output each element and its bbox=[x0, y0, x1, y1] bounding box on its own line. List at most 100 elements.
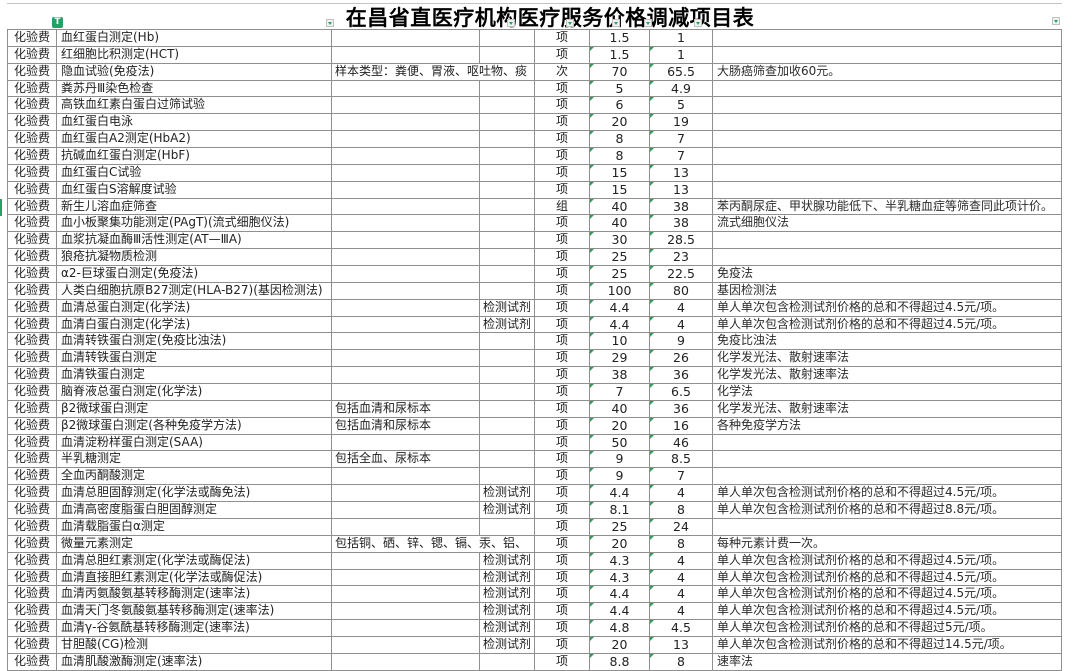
cell-item-name[interactable]: 血清淀粉样蛋白测定(SAA) bbox=[57, 434, 332, 451]
cell-remark[interactable]: 化学发光法、散射速率法 bbox=[713, 367, 1062, 384]
cell-old-price[interactable]: 40 bbox=[590, 215, 650, 232]
cell-reagent[interactable]: 检测试剂 bbox=[480, 620, 535, 636]
cell-remark[interactable] bbox=[713, 451, 1062, 468]
cell-old-price[interactable]: 40 bbox=[590, 198, 650, 215]
cell-old-price[interactable]: 8 bbox=[590, 131, 650, 148]
cell-remark[interactable] bbox=[713, 97, 1062, 114]
cell-unit[interactable]: 项 bbox=[535, 148, 590, 164]
cell-old-price[interactable]: 4.3 bbox=[590, 552, 650, 569]
cell-new-price[interactable]: 4 bbox=[650, 569, 713, 586]
cell-old-price[interactable]: 7 bbox=[590, 384, 650, 400]
cell-old-price[interactable]: 9 bbox=[590, 451, 650, 468]
cell-old-price[interactable]: 8 bbox=[590, 148, 650, 164]
cell-remark[interactable]: 单人单次包含检测试剂价格的总和不得超过8.8元/项。 bbox=[713, 502, 1062, 518]
cell-category[interactable]: 化验费 bbox=[7, 30, 57, 46]
cell-reagent[interactable]: 检测试剂 bbox=[480, 316, 535, 333]
cell-old-price[interactable]: 30 bbox=[590, 232, 650, 249]
cell-item-name[interactable]: 血清肌酸激酶测定(速率法) bbox=[57, 653, 332, 670]
cell-unit[interactable]: 项 bbox=[535, 417, 590, 434]
cell-new-price[interactable]: 13 bbox=[650, 636, 713, 653]
cell-old-price[interactable]: 1.5 bbox=[590, 30, 650, 46]
cell-reagent[interactable] bbox=[480, 266, 535, 282]
cell-unit[interactable]: 项 bbox=[535, 468, 590, 485]
cell-sample-note[interactable] bbox=[332, 164, 480, 181]
cell-item-name[interactable]: β2微球蛋白测定 bbox=[57, 400, 332, 417]
cell-category[interactable]: 化验费 bbox=[7, 400, 57, 417]
cell-old-price[interactable]: 20 bbox=[590, 417, 650, 434]
cell-unit[interactable]: 项 bbox=[535, 620, 590, 636]
cell-sample-note[interactable] bbox=[332, 266, 480, 282]
cell-new-price[interactable]: 9 bbox=[650, 333, 713, 350]
cell-item-name[interactable]: 血清转铁蛋白测定 bbox=[57, 350, 332, 367]
cell-item-name[interactable]: 血小板聚集功能测定(PAgT)(流式细胞仪法) bbox=[57, 215, 332, 232]
cell-item-name[interactable]: 抗碱血红蛋白测定(HbF) bbox=[57, 148, 332, 164]
cell-new-price[interactable]: 7 bbox=[650, 468, 713, 485]
cell-reagent[interactable] bbox=[480, 131, 535, 148]
cell-sample-note[interactable] bbox=[332, 198, 480, 215]
cell-remark[interactable]: 单人单次包含检测试剂价格的总和不得超过4.5元/项。 bbox=[713, 299, 1062, 316]
cell-sample-note[interactable] bbox=[332, 502, 480, 518]
cell-reagent[interactable] bbox=[480, 198, 535, 215]
cell-old-price[interactable]: 100 bbox=[590, 282, 650, 299]
cell-unit[interactable]: 项 bbox=[535, 282, 590, 299]
cell-sample-note[interactable]: 包括血清和尿标本 bbox=[332, 400, 480, 417]
cell-reagent[interactable]: 检测试剂 bbox=[480, 502, 535, 518]
cell-remark[interactable]: 免疫比浊法 bbox=[713, 333, 1062, 350]
cell-remark[interactable]: 单人单次包含检测试剂价格的总和不得超过4.5元/项。 bbox=[713, 316, 1062, 333]
cell-unit[interactable]: 项 bbox=[535, 46, 590, 63]
cell-reagent[interactable] bbox=[480, 114, 535, 131]
cell-category[interactable]: 化验费 bbox=[7, 97, 57, 114]
cell-sample-note[interactable]: 包括血清和尿标本 bbox=[332, 417, 480, 434]
cell-category[interactable]: 化验费 bbox=[7, 468, 57, 485]
cell-unit[interactable]: 项 bbox=[535, 164, 590, 181]
cell-remark[interactable]: 各种免疫学方法 bbox=[713, 417, 1062, 434]
cell-reagent[interactable] bbox=[480, 367, 535, 384]
cell-old-price[interactable]: 4.4 bbox=[590, 316, 650, 333]
cell-remark[interactable]: 速率法 bbox=[713, 653, 1062, 670]
cell-sample-note[interactable] bbox=[332, 299, 480, 316]
cell-category[interactable]: 化验费 bbox=[7, 586, 57, 603]
cell-unit[interactable]: 项 bbox=[535, 232, 590, 249]
cell-new-price[interactable]: 4 bbox=[650, 299, 713, 316]
cell-sample-note[interactable] bbox=[332, 569, 480, 586]
cell-old-price[interactable]: 1.5 bbox=[590, 46, 650, 63]
cell-reagent[interactable] bbox=[480, 232, 535, 249]
cell-item-name[interactable]: 血红蛋白S溶解度试验 bbox=[57, 181, 332, 198]
cell-old-price[interactable]: 9 bbox=[590, 468, 650, 485]
cell-remark[interactable] bbox=[713, 30, 1062, 46]
cell-item-name[interactable]: 血浆抗凝血酶Ⅲ活性测定(AT—ⅢA) bbox=[57, 232, 332, 249]
filter-dropdown-icon[interactable] bbox=[566, 19, 574, 27]
cell-old-price[interactable]: 25 bbox=[590, 266, 650, 282]
cell-unit[interactable]: 项 bbox=[535, 266, 590, 282]
cell-unit[interactable]: 项 bbox=[535, 653, 590, 670]
cell-unit[interactable]: 项 bbox=[535, 316, 590, 333]
cell-category[interactable]: 化验费 bbox=[7, 636, 57, 653]
cell-unit[interactable]: 项 bbox=[535, 485, 590, 502]
cell-sample-note[interactable] bbox=[332, 485, 480, 502]
cell-sample-note[interactable] bbox=[332, 434, 480, 451]
cell-unit[interactable]: 项 bbox=[535, 535, 590, 552]
cell-old-price[interactable]: 20 bbox=[590, 636, 650, 653]
cell-new-price[interactable]: 46 bbox=[650, 434, 713, 451]
cell-remark[interactable] bbox=[713, 164, 1062, 181]
cell-new-price[interactable]: 8 bbox=[650, 535, 713, 552]
cell-remark[interactable]: 单人单次包含检测试剂价格的总和不得超过14.5元/项。 bbox=[713, 636, 1062, 653]
cell-sample-note[interactable] bbox=[332, 131, 480, 148]
cell-reagent[interactable]: 检测试剂 bbox=[480, 603, 535, 620]
cell-reagent[interactable] bbox=[480, 384, 535, 400]
cell-old-price[interactable]: 4.4 bbox=[590, 299, 650, 316]
cell-unit[interactable]: 项 bbox=[535, 181, 590, 198]
cell-remark[interactable] bbox=[713, 131, 1062, 148]
cell-old-price[interactable]: 4.4 bbox=[590, 603, 650, 620]
cell-old-price[interactable]: 25 bbox=[590, 249, 650, 266]
cell-sample-note[interactable] bbox=[332, 367, 480, 384]
cell-sample-note[interactable] bbox=[332, 80, 480, 97]
cell-item-name[interactable]: 血清转铁蛋白测定(免疫比浊法) bbox=[57, 333, 332, 350]
cell-reagent[interactable] bbox=[480, 333, 535, 350]
cell-unit[interactable]: 项 bbox=[535, 502, 590, 518]
cell-sample-note[interactable] bbox=[332, 384, 480, 400]
cell-unit[interactable]: 项 bbox=[535, 434, 590, 451]
cell-sample-note[interactable] bbox=[332, 586, 480, 603]
cell-remark[interactable]: 苯丙酮尿症、甲状腺功能低下、半乳糖血症等筛查同此项计价。 bbox=[713, 198, 1062, 215]
cell-sample-note[interactable] bbox=[332, 97, 480, 114]
